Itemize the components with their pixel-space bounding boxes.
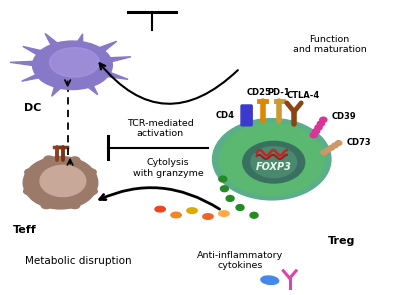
Text: Teff: Teff bbox=[13, 225, 36, 235]
Text: DC: DC bbox=[24, 104, 41, 114]
Circle shape bbox=[320, 117, 327, 122]
Polygon shape bbox=[22, 72, 46, 81]
Ellipse shape bbox=[40, 165, 86, 196]
Circle shape bbox=[310, 132, 317, 138]
Text: CTLA-4: CTLA-4 bbox=[286, 91, 320, 100]
Text: Anti-inflammatory
cytokines: Anti-inflammatory cytokines bbox=[197, 251, 283, 270]
Ellipse shape bbox=[219, 123, 324, 195]
Ellipse shape bbox=[23, 157, 98, 209]
Circle shape bbox=[236, 205, 244, 210]
Circle shape bbox=[226, 196, 234, 201]
Ellipse shape bbox=[50, 48, 99, 77]
Polygon shape bbox=[45, 34, 64, 50]
Ellipse shape bbox=[171, 212, 181, 218]
Text: Treg: Treg bbox=[328, 236, 355, 245]
Ellipse shape bbox=[86, 169, 96, 176]
Circle shape bbox=[332, 143, 338, 148]
Polygon shape bbox=[52, 81, 66, 96]
Text: CD4: CD4 bbox=[216, 111, 234, 120]
FancyBboxPatch shape bbox=[241, 105, 252, 126]
Circle shape bbox=[315, 125, 322, 130]
Text: CD73: CD73 bbox=[346, 138, 371, 147]
Ellipse shape bbox=[32, 41, 112, 89]
Polygon shape bbox=[74, 34, 83, 48]
Circle shape bbox=[328, 145, 334, 150]
Circle shape bbox=[250, 212, 258, 218]
Circle shape bbox=[220, 186, 228, 192]
Ellipse shape bbox=[243, 141, 305, 183]
Ellipse shape bbox=[70, 157, 80, 163]
Ellipse shape bbox=[24, 188, 34, 194]
Ellipse shape bbox=[251, 147, 297, 178]
Circle shape bbox=[317, 121, 324, 126]
Polygon shape bbox=[103, 57, 131, 63]
Ellipse shape bbox=[41, 202, 51, 209]
Ellipse shape bbox=[155, 206, 165, 212]
Text: FOXP3: FOXP3 bbox=[256, 163, 292, 173]
Circle shape bbox=[219, 176, 227, 182]
Polygon shape bbox=[100, 70, 128, 79]
Ellipse shape bbox=[212, 119, 331, 200]
Text: CD39: CD39 bbox=[332, 112, 356, 120]
Ellipse shape bbox=[261, 276, 279, 284]
Polygon shape bbox=[92, 41, 117, 55]
Circle shape bbox=[321, 150, 328, 155]
Polygon shape bbox=[23, 46, 49, 58]
Text: Metabolic disruption: Metabolic disruption bbox=[25, 255, 132, 266]
Ellipse shape bbox=[44, 156, 54, 163]
Circle shape bbox=[325, 148, 331, 153]
Ellipse shape bbox=[87, 188, 97, 194]
Ellipse shape bbox=[203, 214, 213, 219]
Polygon shape bbox=[10, 61, 40, 66]
Circle shape bbox=[335, 141, 342, 145]
Polygon shape bbox=[82, 80, 98, 95]
Text: PD-1: PD-1 bbox=[268, 88, 290, 97]
Ellipse shape bbox=[219, 211, 229, 216]
Ellipse shape bbox=[25, 169, 35, 176]
Text: CD25: CD25 bbox=[246, 88, 271, 97]
Text: Cytolysis
with granzyme: Cytolysis with granzyme bbox=[133, 158, 204, 178]
Text: TCR-mediated
activation: TCR-mediated activation bbox=[127, 119, 194, 138]
Ellipse shape bbox=[70, 202, 80, 209]
Ellipse shape bbox=[187, 208, 197, 213]
Circle shape bbox=[312, 129, 320, 134]
Text: Function
and maturation: Function and maturation bbox=[293, 35, 366, 55]
